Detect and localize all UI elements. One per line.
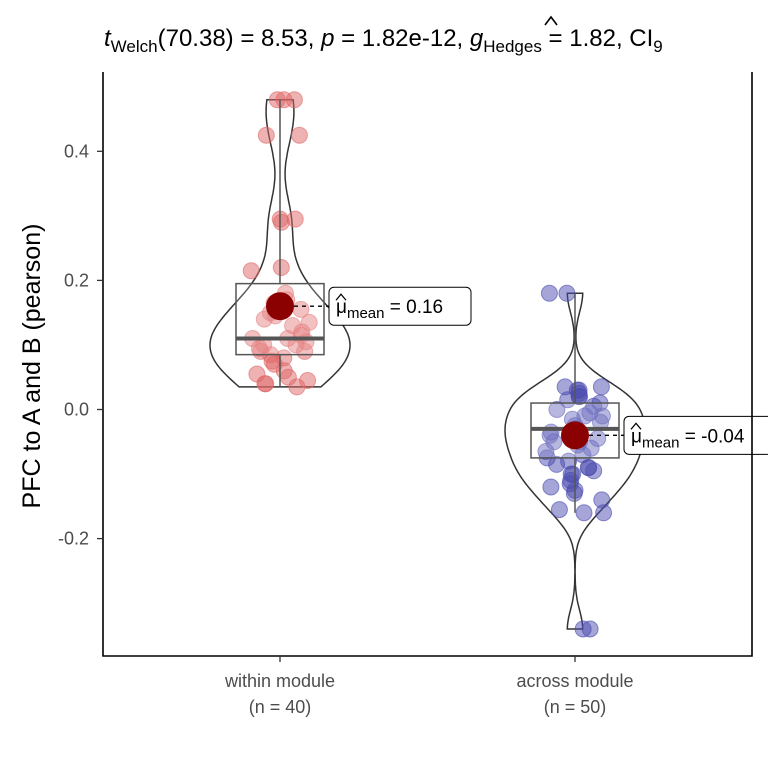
x-tick-label: across module: [516, 671, 633, 691]
data-point: [286, 210, 304, 228]
y-tick-label: -0.2: [58, 529, 89, 549]
mean-label-value: = -0.04: [679, 426, 744, 447]
x-tick-label: within module: [224, 671, 335, 691]
axis-frame: [102, 72, 753, 657]
title-p-label: p: [320, 25, 334, 52]
data-point: [550, 501, 568, 519]
title-ci-label: CI: [629, 25, 653, 52]
mean-point: [266, 292, 294, 321]
title-ci-sub: 9: [653, 37, 662, 56]
data-point: [540, 284, 558, 302]
data-point: [558, 284, 576, 302]
data-point: [575, 504, 593, 522]
chart-title: tWelch(70.38) = 8.53, p = 1.82e-12, gHed…: [104, 25, 663, 56]
data-point: [242, 262, 260, 280]
y-axis-title: PFC to A and B (pearson): [18, 224, 46, 509]
mean-point: [561, 421, 589, 450]
data-point: [585, 462, 603, 480]
title-stat-value: 8.53: [261, 25, 308, 52]
x-tick-n-label: (n = 50): [544, 697, 607, 717]
mean-label-box: [623, 415, 768, 455]
title-hat-icon: [544, 15, 558, 26]
data-point: [257, 126, 275, 144]
data-point: [290, 126, 308, 144]
data-point: [288, 378, 306, 396]
title-stat-name: t: [104, 25, 112, 52]
data-point: [574, 620, 592, 638]
x-tick-n-label: (n = 40): [249, 697, 312, 717]
mean-label-sub: mean: [347, 305, 385, 322]
data-point: [255, 310, 273, 328]
y-tick-label: 0.4: [64, 141, 89, 161]
y-tick-label: 0.0: [64, 400, 89, 420]
title-df: (70.38): [158, 25, 234, 52]
data-point: [592, 378, 610, 396]
title-stat-sub: Welch: [111, 37, 158, 56]
data-point: [548, 401, 566, 418]
data-point: [296, 342, 314, 360]
data-point: [272, 213, 290, 231]
title-effect-label: g: [470, 25, 484, 52]
mean-label-mu: μ: [336, 297, 347, 318]
mean-label-sub: mean: [642, 434, 680, 451]
data-point: [268, 91, 286, 109]
data-point: [548, 455, 566, 473]
violin: [209, 98, 351, 388]
axes: -0.2 0.0 0.2 0.4 within module (n = 40) across…: [58, 72, 753, 717]
data-point: [257, 375, 275, 393]
mean-label-mu: μ: [631, 426, 642, 447]
mean-label-box: [328, 286, 472, 326]
mean-label: μmean = 0.16: [336, 297, 443, 322]
title-effect-value: 1.82: [569, 25, 616, 52]
data-point: [542, 478, 560, 496]
mean-hat-icon: [630, 422, 642, 430]
mean-label-value: = 0.16: [384, 297, 443, 318]
mean-hat-icon: [335, 293, 347, 301]
title-p-value: 1.82e-12: [362, 25, 457, 52]
data-point: [595, 504, 613, 522]
data-point: [272, 259, 290, 276]
y-tick-label: 0.2: [64, 270, 89, 290]
title-effect-sub: Hedges: [483, 37, 542, 56]
mean-label: μmean = -0.04: [631, 426, 745, 451]
